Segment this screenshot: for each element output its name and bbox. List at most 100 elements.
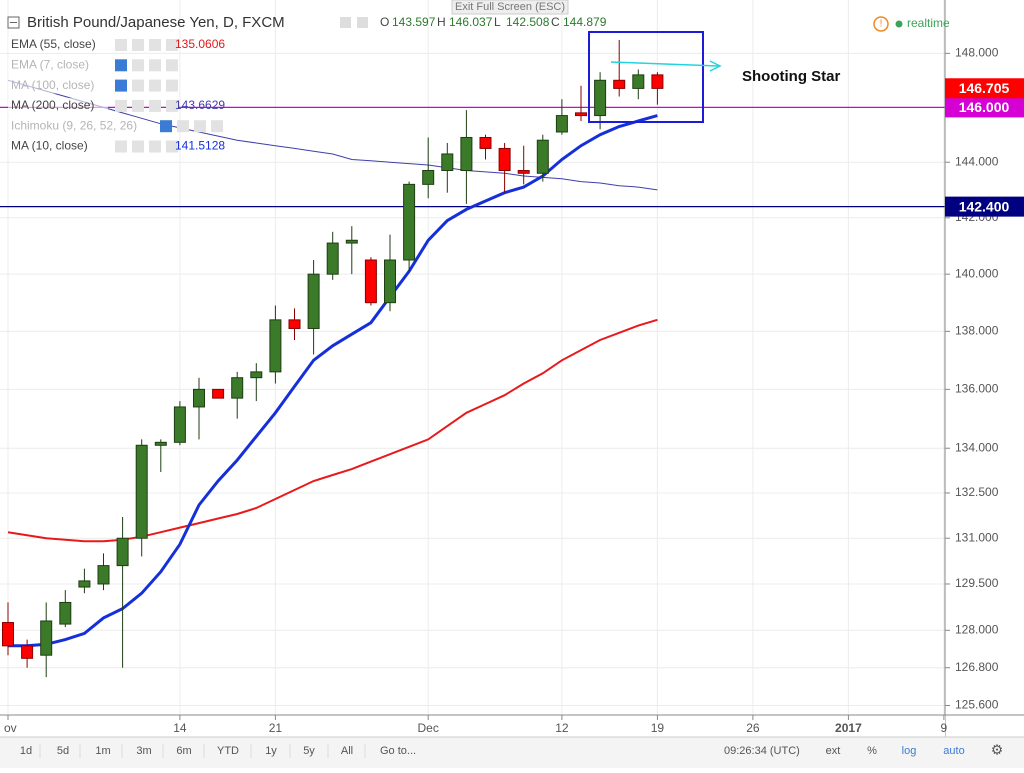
legend-control[interactable] [132, 140, 144, 153]
settings-icon[interactable] [340, 17, 351, 28]
x-tick-label: ov [4, 721, 17, 735]
legend-bg [8, 97, 108, 114]
warning-icon[interactable] [873, 16, 889, 32]
price-marker-label: 146.000 [959, 99, 1010, 115]
legend-control[interactable] [115, 140, 127, 153]
y-tick-label: 131.000 [955, 530, 999, 544]
legend-control[interactable] [166, 79, 178, 92]
candle-body [422, 170, 435, 185]
legend-control[interactable] [132, 99, 144, 112]
candle-body [575, 112, 587, 117]
settings-icon[interactable] [357, 17, 368, 28]
x-tick-label: 19 [651, 721, 665, 735]
range-button[interactable]: 1m [95, 745, 110, 757]
ohlc-value: 146.037 [449, 15, 493, 29]
collapse-icon[interactable] [7, 16, 20, 29]
legend-control[interactable] [166, 140, 178, 153]
toolbar [0, 737, 1024, 768]
candle-body [135, 444, 148, 539]
ohlc-label: L [494, 15, 501, 29]
x-tick-label: Dec [418, 721, 439, 735]
legend-value: 135.0606 [175, 37, 225, 51]
candle-body [40, 620, 53, 656]
indicator-line [7, 318, 658, 543]
header-values: O 143.597 H 146.037 L 142.508 C 144.879 [380, 15, 607, 29]
legend-control[interactable] [132, 59, 144, 72]
price-marker [945, 196, 1024, 217]
price-marker [945, 78, 1024, 99]
candle-body [288, 319, 301, 329]
legend-control[interactable] [149, 79, 161, 92]
exit-fullscreen-label[interactable]: Exit Full Screen (ESC) [455, 1, 565, 13]
candle-body [632, 74, 645, 89]
range-button[interactable]: YTD [217, 745, 239, 757]
legend-control[interactable] [115, 79, 127, 92]
axis-option[interactable]: auto [943, 745, 964, 757]
legend-control[interactable] [132, 39, 144, 51]
legend-name: MA (10, close) [11, 139, 88, 153]
goto-button[interactable]: Go to... [380, 745, 416, 757]
range-button[interactable]: 5d [57, 745, 69, 757]
range-button[interactable]: 1y [265, 745, 277, 757]
legend-control[interactable] [194, 120, 206, 133]
axis-option[interactable]: log [902, 745, 917, 757]
legend-control[interactable] [166, 59, 178, 72]
range-button[interactable]: 5y [303, 745, 315, 757]
legend-name: MA (200, close) [11, 98, 94, 112]
price-marker-label: 146.705 [959, 80, 1010, 96]
legend-control[interactable] [149, 59, 161, 72]
candle-body [460, 136, 473, 172]
range-button[interactable]: 1d [20, 745, 32, 757]
candle-body [498, 147, 511, 172]
legend-bg [8, 77, 108, 94]
legend-control[interactable] [115, 39, 127, 51]
ohlc-value: 142.508 [506, 15, 550, 29]
legend-bg [8, 138, 108, 155]
candle-body [479, 136, 492, 149]
legend-control[interactable] [132, 79, 144, 92]
y-tick-label: 125.600 [955, 698, 999, 712]
legend: EMA (55, close) 135.0606 EMA (7, close) MA … [8, 37, 225, 155]
axis-option[interactable]: % [867, 745, 877, 757]
legend-control[interactable] [211, 120, 223, 133]
y-tick-label: 126.800 [955, 660, 999, 674]
axis-option[interactable]: ext [826, 745, 841, 757]
candle-body [441, 153, 454, 172]
legend-control[interactable] [160, 120, 172, 133]
settings-gear[interactable]: ⚙ [991, 742, 1004, 758]
y-tick-label: 144.000 [955, 154, 999, 168]
candle-body [78, 580, 91, 588]
y-tick-label: 134.000 [955, 440, 999, 454]
status-dot [895, 20, 903, 28]
legend-control[interactable] [115, 99, 127, 112]
candle-body [173, 406, 186, 443]
candle-body [364, 259, 377, 304]
legend-control[interactable] [149, 99, 161, 112]
ohlc-value: 143.597 [392, 15, 436, 29]
y-tick-label: 148.000 [955, 46, 999, 60]
legend-control[interactable] [177, 120, 189, 133]
legend-control[interactable] [149, 140, 161, 153]
legend-control[interactable] [149, 39, 161, 51]
legend-name: EMA (55, close) [11, 37, 96, 51]
range-button[interactable]: All [341, 745, 353, 757]
arrow-head [709, 60, 722, 72]
legend-control[interactable] [166, 99, 178, 112]
legend-control[interactable] [115, 59, 127, 72]
x-tick-label: 14 [173, 721, 187, 735]
x-tick-label: 2017 [835, 721, 862, 735]
range-button[interactable]: 3m [136, 745, 151, 757]
legend-bg [8, 57, 108, 74]
range-button[interactable]: 6m [176, 745, 191, 757]
symbol-title: British Pound/Japanese Yen, D, FXCM [27, 14, 285, 31]
y-tick-label: 136.000 [955, 382, 999, 396]
price-axis [945, 0, 1024, 737]
exit-fullscreen[interactable] [451, 0, 569, 15]
candle-body [231, 377, 244, 399]
legend-bg [8, 118, 108, 135]
y-tick-label: 140.000 [955, 266, 999, 280]
realtime-label: realtime [907, 16, 950, 30]
legend-control[interactable] [166, 39, 178, 51]
